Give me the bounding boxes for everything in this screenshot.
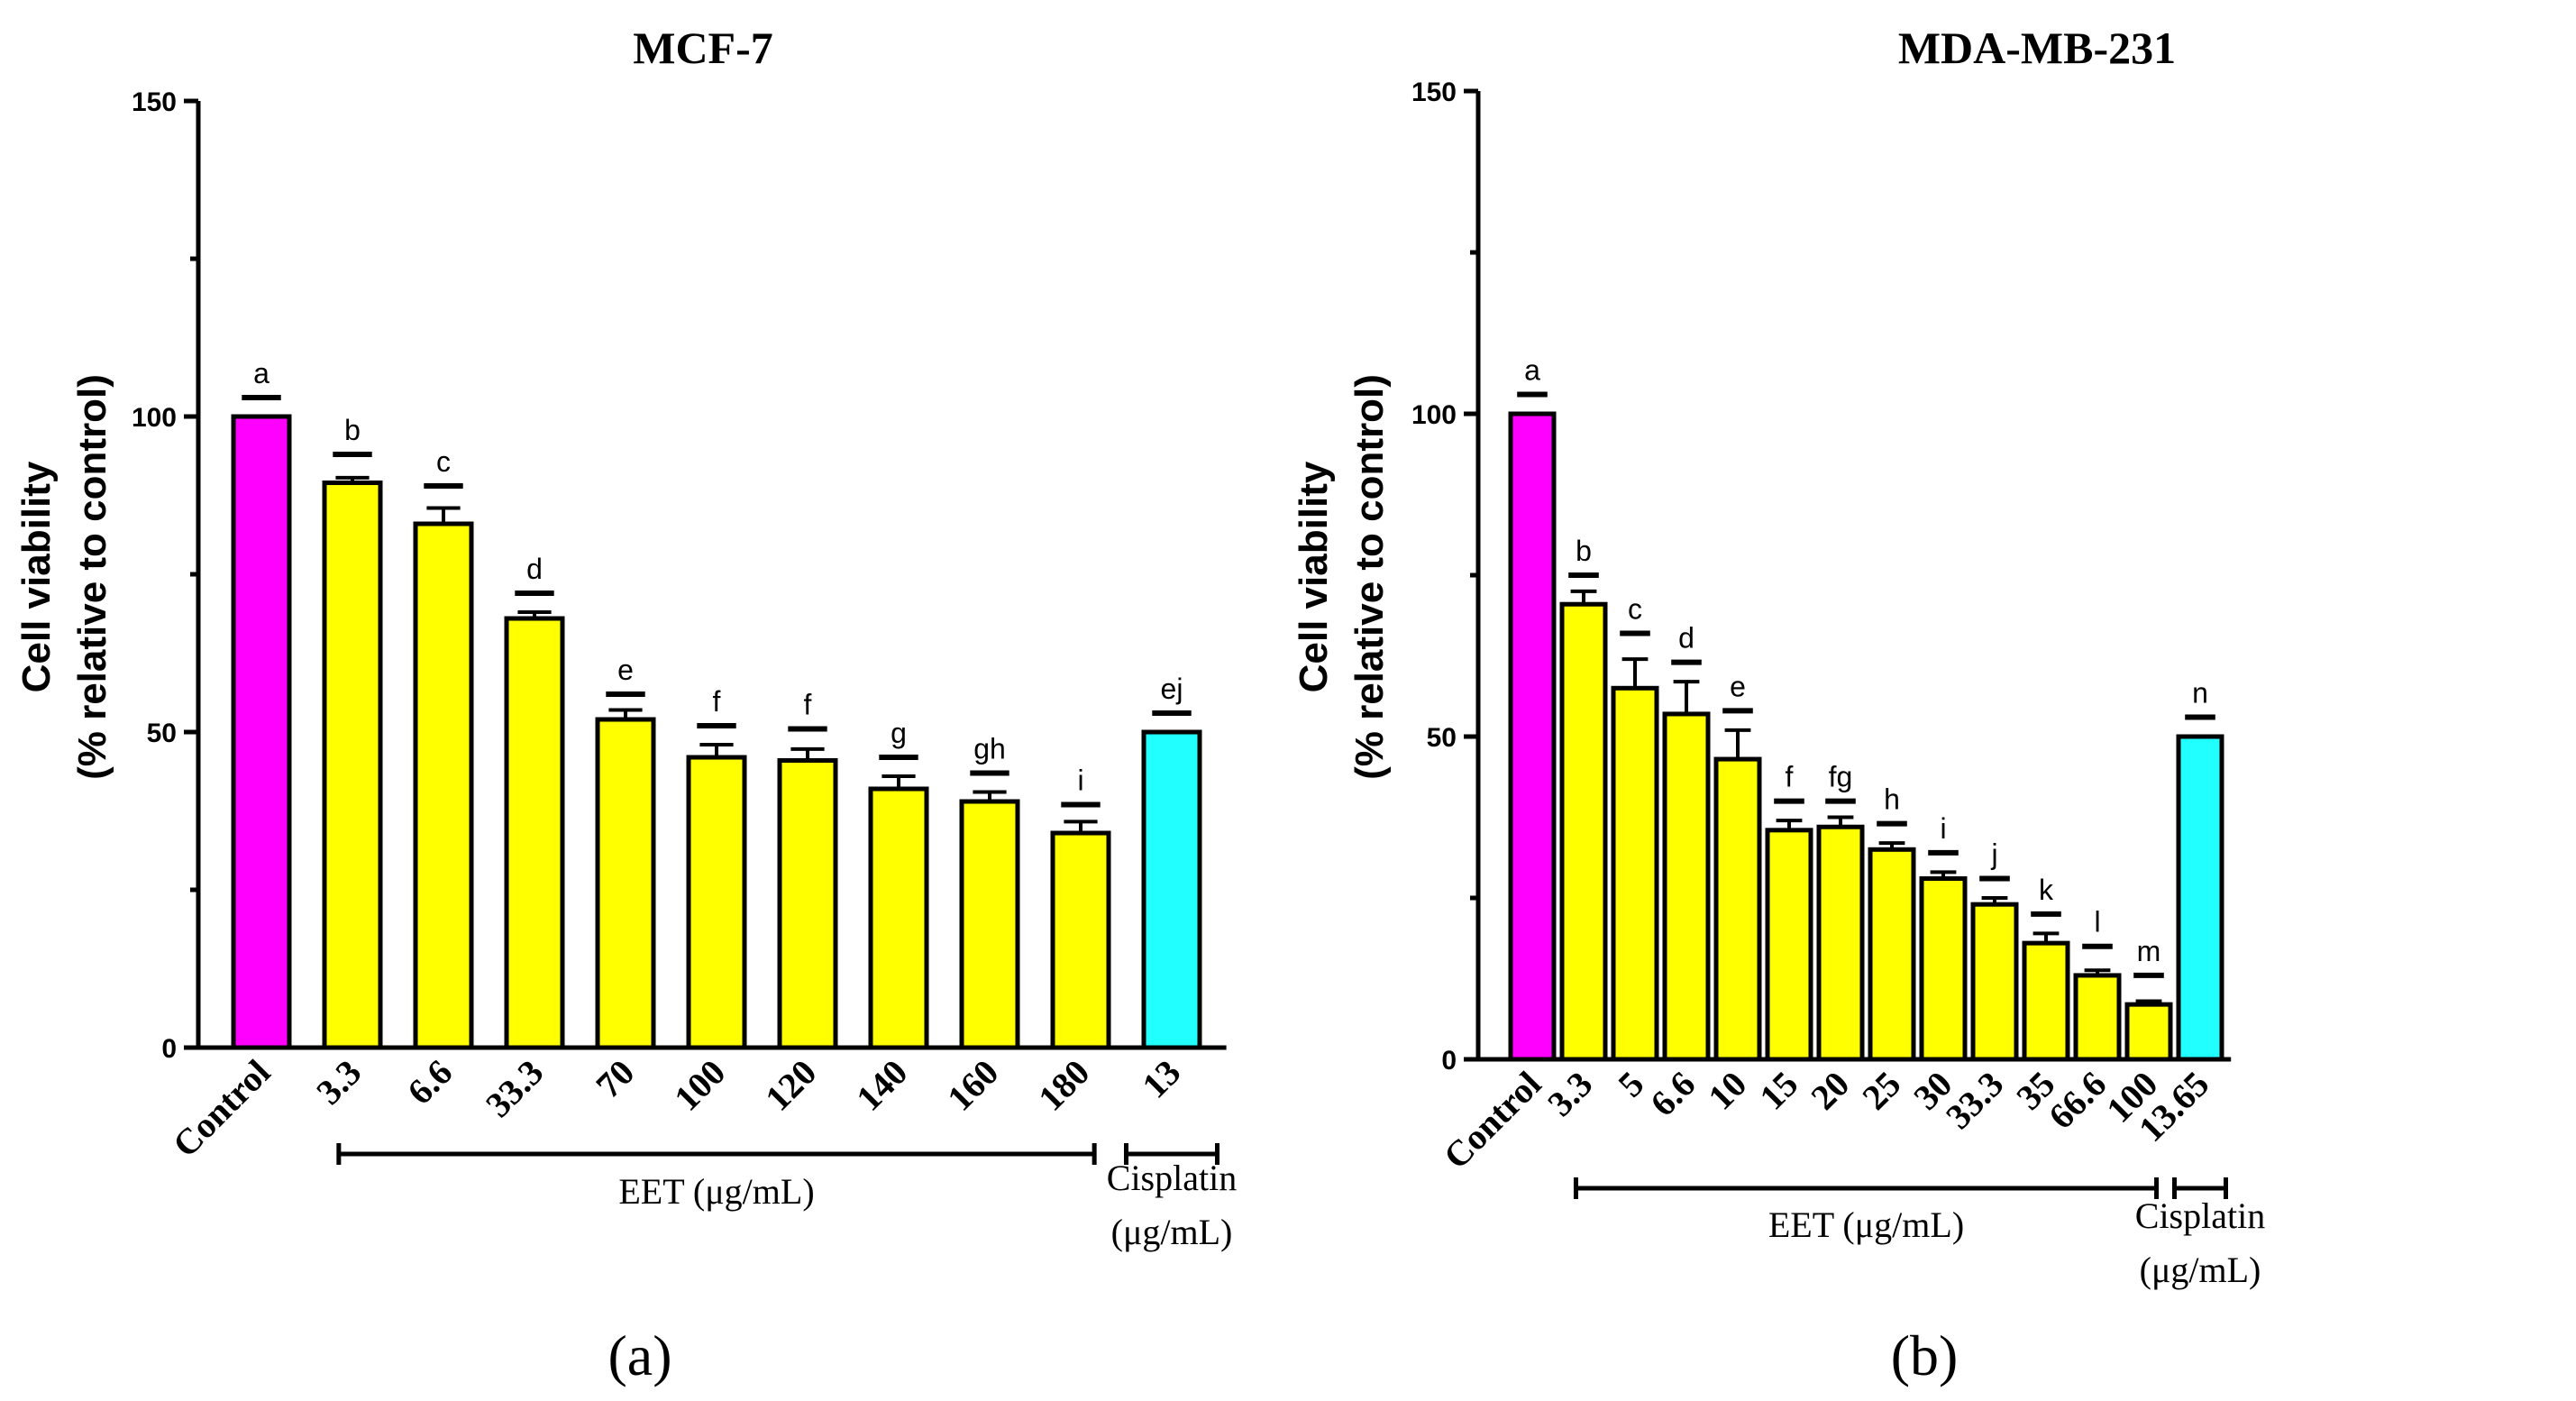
chart-panel-a: MCF-7 Cell viability (% relative to contro… <box>14 23 1237 1387</box>
significance-letter: ej <box>1161 673 1183 705</box>
bar-100 <box>2124 1002 2173 1062</box>
bar-33.3 <box>1970 902 2019 1062</box>
group-label: EET (μg/mL) <box>1768 1204 1964 1245</box>
significance-letter: c <box>436 445 451 478</box>
x-tick-label: 70 <box>588 1052 642 1106</box>
x-tick-label: 33.3 <box>1938 1064 2011 1137</box>
significance-letter: h <box>1884 783 1900 816</box>
y-tick-label: 150 <box>132 87 177 117</box>
x-tick-label: 3.3 <box>308 1052 369 1113</box>
bar-10 <box>1713 756 1762 1062</box>
significance-letter: e <box>1730 670 1746 702</box>
significance-letter: f <box>1786 761 1794 793</box>
x-tick-label: 3.3 <box>1539 1064 1600 1124</box>
bar-120 <box>777 758 838 1050</box>
bar-13 <box>1141 729 1202 1050</box>
bar-5 <box>1611 685 1659 1062</box>
x-tick-label: 15 <box>1751 1064 1805 1118</box>
significance-letter: fg <box>1829 761 1853 793</box>
bar-25 <box>1868 847 1916 1062</box>
x-tick-label: 100 <box>666 1052 733 1119</box>
chart-title: MCF-7 <box>633 23 773 73</box>
x-tick-label: Control <box>1436 1064 1549 1177</box>
x-tick-label: 6.6 <box>1642 1064 1703 1124</box>
significance-letter: i <box>1940 812 1946 845</box>
group-label-line-1: Cisplatin <box>2135 1195 2265 1236</box>
bar-70 <box>595 717 656 1050</box>
x-tick-label: 25 <box>1854 1064 1908 1118</box>
significance-letter: b <box>344 414 361 446</box>
y-tick-label: 50 <box>1427 723 1457 753</box>
group-label-line-2: (μg/mL) <box>1111 1212 1233 1252</box>
bar-3.3 <box>1559 601 1608 1062</box>
bar-3.3 <box>322 481 383 1050</box>
y-axis-label-line-1: Cell viability <box>14 461 59 692</box>
x-tick-label: 140 <box>848 1052 915 1119</box>
significance-letter: d <box>526 553 543 585</box>
group-label: EET (μg/mL) <box>618 1171 814 1212</box>
bar-Control <box>1508 411 1557 1062</box>
significance-letter: a <box>1524 354 1540 387</box>
y-tick-label: 100 <box>132 403 177 433</box>
chart-panel-b: MDA-MB-231 Cell viability (% relative to c… <box>1292 23 2265 1387</box>
bar-6.6 <box>413 521 474 1050</box>
y-tick-label: 150 <box>1411 78 1457 107</box>
bar-66.6 <box>2073 973 2122 1062</box>
significance-letter: i <box>1077 765 1083 797</box>
bar-15 <box>1765 828 1813 1062</box>
bar-180 <box>1050 830 1111 1050</box>
significance-letter: k <box>2039 874 2054 906</box>
x-tick-label: 160 <box>939 1052 1006 1119</box>
bar-13.65 <box>2176 734 2224 1062</box>
y-axis-label-line-1: Cell viability <box>1292 461 1336 692</box>
bar-35 <box>2022 940 2070 1062</box>
y-tick-label: 0 <box>1441 1046 1457 1076</box>
bar-Control <box>231 414 292 1050</box>
significance-letter: e <box>617 654 634 686</box>
panel-label: (b) <box>1891 1323 1959 1387</box>
bar-140 <box>868 786 929 1050</box>
group-label-line-2: (μg/mL) <box>2140 1250 2261 1290</box>
x-tick-label: 10 <box>1700 1064 1754 1118</box>
significance-letter: f <box>713 685 721 718</box>
panel-label: (a) <box>607 1323 671 1387</box>
bar-33.3 <box>504 616 565 1050</box>
x-tick-label: 6.6 <box>399 1052 460 1113</box>
y-axis-label-line-2: (% relative to control) <box>70 374 114 780</box>
x-tick-label: 120 <box>757 1052 824 1119</box>
bar-30 <box>1919 876 1968 1062</box>
x-tick-label: 20 <box>1803 1064 1857 1118</box>
significance-letter: f <box>804 689 812 721</box>
x-tick-label: 13 <box>1134 1052 1188 1106</box>
significance-letter: l <box>2094 906 2100 939</box>
bar-160 <box>959 799 1020 1050</box>
y-tick-label: 0 <box>161 1034 177 1064</box>
significance-letter: n <box>2192 677 2208 710</box>
chart-title: MDA-MB-231 <box>1898 23 2176 73</box>
significance-letter: d <box>1678 622 1694 655</box>
significance-letter: a <box>253 357 269 389</box>
significance-letter: m <box>2137 935 2161 967</box>
significance-letter: b <box>1576 535 1592 567</box>
significance-letter: g <box>891 717 907 749</box>
bar-100 <box>686 755 747 1050</box>
group-label-line-1: Cisplatin <box>1107 1158 1237 1198</box>
x-tick-label: 180 <box>1030 1052 1097 1119</box>
significance-letter: gh <box>973 733 1006 765</box>
significance-letter: c <box>1628 592 1642 625</box>
significance-letter: j <box>1990 838 1997 871</box>
x-tick-label: Control <box>165 1052 279 1166</box>
x-tick-label: 33.3 <box>478 1052 551 1125</box>
y-axis-label-line-2: (% relative to control) <box>1347 374 1392 780</box>
y-tick-label: 50 <box>147 719 177 748</box>
y-tick-label: 100 <box>1411 400 1457 430</box>
bar-20 <box>1816 824 1865 1062</box>
bar-6.6 <box>1662 711 1711 1062</box>
